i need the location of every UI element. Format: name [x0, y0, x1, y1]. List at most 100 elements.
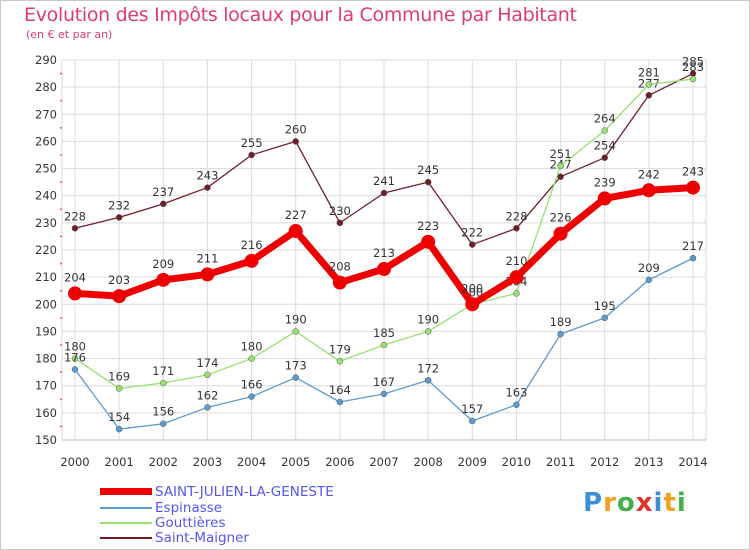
x-tick-label: 2013 — [634, 455, 663, 469]
data-point — [71, 225, 79, 232]
y-tick-label: 180 — [35, 352, 57, 366]
data-label: 228 — [64, 209, 86, 223]
legend-swatch — [100, 488, 152, 495]
y-tick-label: 210 — [35, 270, 57, 284]
data-point — [597, 191, 612, 206]
data-label: 213 — [373, 246, 395, 260]
data-label: 195 — [594, 299, 616, 313]
data-point — [513, 290, 520, 297]
data-label: 167 — [373, 375, 395, 389]
data-label: 254 — [594, 139, 616, 153]
data-point — [424, 377, 432, 384]
data-label: 242 — [638, 167, 660, 181]
y-tick-label: 160 — [35, 406, 57, 420]
data-point — [689, 254, 697, 262]
data-label: 285 — [682, 55, 704, 69]
data-point — [204, 184, 211, 191]
data-label: 180 — [241, 340, 263, 354]
data-label: 180 — [64, 340, 86, 354]
legend-item-saint-maigner: Saint-Maigner — [100, 530, 400, 546]
data-point — [115, 214, 123, 221]
x-tick-label: 2000 — [60, 455, 89, 469]
legend-label: SAINT-JULIEN-LA-GENESTE — [155, 484, 334, 500]
data-label: 166 — [241, 378, 263, 392]
legend-label: Gouttières — [155, 515, 226, 531]
data-label: 222 — [461, 226, 483, 240]
y-minor-tick — [60, 316, 62, 319]
data-point — [380, 341, 388, 349]
data-point — [509, 270, 524, 285]
logo-letter: t — [663, 488, 677, 518]
y-minor-tick — [60, 289, 62, 292]
data-point — [645, 81, 653, 88]
x-tick-label: 2006 — [325, 455, 354, 469]
data-point — [292, 328, 299, 335]
data-label: 241 — [373, 174, 395, 188]
data-point — [204, 371, 211, 379]
data-point — [601, 127, 608, 134]
x-tick-label: 2008 — [414, 455, 443, 469]
logo-letter: r — [603, 488, 617, 518]
y-tick-label: 170 — [35, 379, 57, 393]
y-tick-label: 150 — [35, 433, 57, 447]
x-tick-label: 2004 — [237, 455, 266, 469]
logo-letter: i — [653, 488, 664, 518]
y-minor-tick — [60, 235, 62, 238]
data-point — [689, 75, 697, 83]
data-label: 210 — [505, 254, 527, 268]
y-minor-tick — [60, 344, 62, 346]
data-point — [377, 262, 391, 276]
y-tick-label: 290 — [35, 53, 57, 67]
y-tick-label: 220 — [35, 243, 57, 257]
y-minor-tick — [60, 72, 62, 75]
data-label: 179 — [329, 342, 351, 356]
data-point — [601, 314, 608, 322]
x-tick-label: 2007 — [369, 455, 398, 469]
data-label: 251 — [550, 147, 572, 161]
data-point — [160, 200, 167, 208]
logo-letter: P — [583, 488, 604, 518]
x-tick-label: 2010 — [502, 455, 531, 469]
data-point — [292, 374, 299, 381]
data-point — [557, 173, 564, 180]
data-label: 169 — [108, 369, 130, 383]
data-point — [248, 151, 255, 159]
data-point — [601, 154, 608, 161]
data-label: 176 — [64, 350, 86, 364]
data-point — [513, 401, 520, 408]
y-tick-label: 200 — [35, 297, 57, 311]
data-point — [332, 275, 347, 290]
y-tick-label: 250 — [35, 162, 57, 176]
data-label: 228 — [505, 209, 527, 223]
data-point — [200, 267, 215, 282]
data-point — [465, 297, 480, 312]
y-minor-tick — [60, 425, 62, 428]
data-label: 243 — [682, 165, 704, 179]
x-tick-label: 2014 — [678, 455, 707, 469]
data-label: 154 — [108, 410, 130, 424]
data-point — [115, 425, 123, 433]
x-tick-label: 2011 — [546, 455, 575, 469]
y-minor-tick — [60, 208, 62, 211]
data-label: 226 — [550, 211, 572, 225]
logo-letter: o — [616, 488, 636, 518]
x-tick-label: 2009 — [458, 455, 487, 469]
chart-subtitle: (en € et par an) — [26, 28, 113, 41]
legend-swatch — [100, 507, 152, 509]
data-label: 163 — [505, 386, 527, 400]
y-tick-label: 190 — [35, 324, 57, 338]
x-tick-label: 2012 — [590, 455, 619, 469]
y-minor-tick — [60, 126, 62, 129]
data-point — [469, 417, 476, 425]
y-tick-label: 230 — [35, 216, 57, 230]
y-tick-label: 240 — [35, 189, 57, 203]
legend-swatch — [100, 522, 152, 524]
data-label: 185 — [373, 326, 395, 340]
x-tick-label: 2005 — [281, 455, 310, 469]
logo-letter: i — [676, 488, 687, 518]
data-label: 190 — [285, 312, 307, 326]
data-label: 237 — [152, 185, 174, 199]
data-point — [645, 92, 653, 99]
data-point — [469, 241, 476, 248]
data-point — [686, 180, 700, 195]
